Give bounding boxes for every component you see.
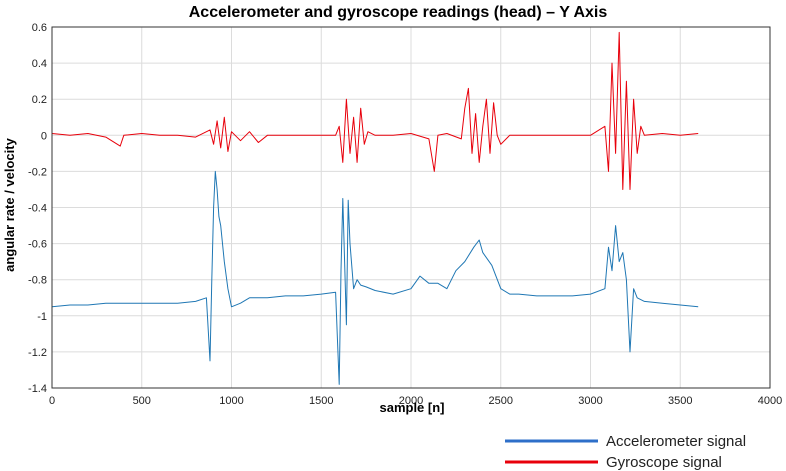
accelerometer-series-line — [51, 170, 699, 385]
x-tick-label: 4000 — [758, 395, 782, 407]
x-tick-label: 500 — [133, 395, 151, 407]
y-tick-label: -0.4 — [28, 203, 47, 215]
y-tick-label: -1 — [37, 311, 47, 323]
y-tick-label: -1.4 — [28, 383, 47, 395]
x-axis-label: sample [n] — [379, 400, 444, 415]
x-tick-label: 3500 — [668, 395, 692, 407]
y-tick-label: -1.2 — [28, 347, 47, 359]
tick-labels: 0 500 1000 1500 2000 2500 3000 3500 4000 -1.4 -1.2… — [28, 22, 782, 407]
x-tick-label: 1000 — [219, 395, 243, 407]
y-axis-label: angular rate / velocity — [2, 137, 17, 271]
plot-frame — [51, 26, 771, 389]
gyroscope-series-line — [51, 31, 699, 190]
y-tick-label: -0.2 — [28, 166, 47, 178]
chart-title: Accelerometer and gyroscope readings (he… — [189, 4, 608, 21]
y-tick-label: -0.8 — [28, 275, 47, 287]
plot-series — [51, 31, 699, 385]
x-tick-label: 3000 — [578, 395, 602, 407]
legend: Accelerometer signal Gyroscope signal — [505, 433, 746, 471]
y-tick-label: 0.4 — [32, 58, 47, 70]
x-tick-label: 2000 — [399, 395, 423, 407]
legend-label-gyroscope: Gyroscope signal — [606, 454, 722, 471]
x-tick-label: 1500 — [309, 395, 333, 407]
x-tick-label: 0 — [49, 395, 55, 407]
x-tick-label: 2500 — [489, 395, 513, 407]
y-tick-label: -0.6 — [28, 239, 47, 251]
y-tick-label: 0.2 — [32, 94, 47, 106]
y-tick-label: 0 — [41, 130, 47, 142]
grid — [51, 26, 771, 389]
y-tick-label: 0.6 — [32, 22, 47, 34]
legend-label-accelerometer: Accelerometer signal — [606, 433, 746, 450]
